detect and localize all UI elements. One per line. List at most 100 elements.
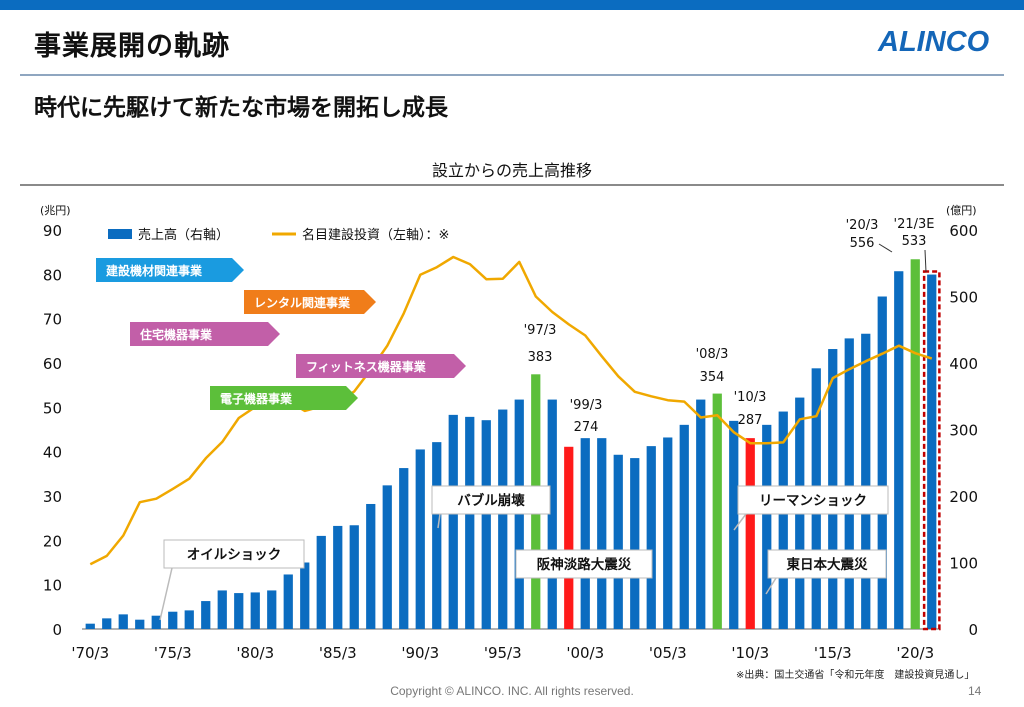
era-arrow [130,322,280,346]
sales-bar [745,438,755,629]
sales-bar [118,614,128,629]
event-callout-box [163,539,305,569]
left-tick-label: 10 [43,577,62,595]
left-tick-label: 80 [43,266,62,284]
chart-title: 設立からの売上高推移 [432,161,592,180]
callout-leader [878,243,893,253]
event-callout-box [737,485,889,515]
left-tick-label: 60 [43,355,62,373]
era-label: 電子機器事業 [220,391,293,406]
x-tick-label: '20/3 [896,644,934,662]
sales-bar [102,618,112,629]
value-callout-value: 274 [574,420,599,435]
sales-bar [762,424,772,629]
sales-bar [630,458,640,629]
x-tick-label: '05/3 [649,644,687,662]
sales-bar [465,416,475,629]
value-callout-value: 383 [528,350,553,365]
event-callout-box [515,549,653,579]
event-callout-label: 東日本大震災 [787,556,868,573]
value-callout-period: '21/3E [894,217,935,232]
event-callout-leader [765,577,777,595]
x-tick-label: '00/3 [566,644,604,662]
value-callout-period: '10/3 [734,390,767,405]
chart-text-layer: 設立からの売上高推移 0 10 20 30 40 50 60 70 80 90 (兆円) 0 100 200… [40,161,978,662]
era-label: 住宅機器事業 [140,327,213,342]
right-tick-label: 500 [949,289,978,307]
left-tick-label: 0 [52,621,62,639]
sales-bar [894,271,904,629]
page-title: 事業展開の軌跡 [34,31,230,62]
event-callout-label: 阪神淡路大震災 [537,556,632,573]
sales-bar [679,424,689,629]
estimate-box [922,270,941,631]
sales-bar [448,414,458,629]
left-tick-label: 50 [43,399,62,417]
callout-leader [924,249,927,273]
alinco-logo: ALINCO [878,26,990,58]
sales-bar [382,485,392,629]
sales-bar [778,411,788,629]
sales-bar [547,399,557,629]
source-note: ※出典：国土交通省「令和元年度 建設投資見通し」 [736,670,975,681]
value-callout-period: '97/3 [524,323,557,338]
value-callout-value: 354 [700,370,725,385]
line-series [89,255,933,566]
x-tick-label: '85/3 [319,644,357,662]
sales-bar [151,615,161,629]
x-tick-label: '75/3 [154,644,192,662]
sales-bar [646,446,656,629]
right-tick-label: 100 [949,555,978,573]
right-tick-label: 200 [949,488,978,506]
sales-bar [333,525,343,629]
legend-bar-label: 売上高（右軸） [138,227,229,243]
value-callout-period: '20/3 [846,218,879,233]
sales-bar [168,611,178,629]
sales-bar [844,338,854,629]
right-tick-label: 300 [949,422,978,440]
legend-line-label: 名目建設投資（左軸）：※ [302,227,449,243]
sales-bar [349,525,359,629]
value-callout-value: 556 [850,236,875,251]
top-accent-bar [0,0,1024,10]
value-callout-period: '99/3 [570,398,603,413]
sales-bar [481,420,491,629]
value-callout-value: 287 [738,413,763,428]
sales-bar [267,590,277,629]
construction-investment-line [89,255,933,566]
era-arrow [244,290,376,314]
sales-bar [250,592,260,629]
header-divider [20,74,1004,76]
era-arrow [296,354,466,378]
sales-bar [927,274,937,629]
sales-bar [217,590,227,629]
copyright-text: Copyright © ALINCO. INC. All rights rese… [390,684,634,698]
left-tick-label: 40 [43,444,62,462]
event-callout-label: リーマンショック [759,493,867,509]
left-axis-unit: (兆円) [40,204,71,217]
sales-bar [316,535,326,629]
sales-bar [85,623,95,629]
sales-bar [399,468,409,629]
event-callout-label: バブル崩壊 [457,492,525,509]
era-label: レンタル関連事業 [254,295,351,310]
left-tick-label: 90 [43,222,62,240]
sales-bar [663,437,673,629]
left-tick-label: 70 [43,311,62,329]
sales-bar [877,296,887,629]
sales-bar [712,393,722,629]
sales-bar [283,574,293,629]
page-number: 14 [968,684,982,698]
right-tick-label: 400 [949,355,978,373]
sales-bar [729,420,739,629]
page-subtitle: 時代に先駆けて新たな市場を開拓し成長 [34,95,448,121]
sales-bar [432,442,442,629]
era-label: 建設機材関連事業 [105,263,203,278]
legend-bar-swatch [108,229,132,239]
event-callout-leader [159,567,173,621]
annotation-layer: 建設機材関連事業レンタル関連事業住宅機器事業フィットネス機器事業電子機器事業オイ… [96,217,935,621]
value-callout-value: 533 [902,234,927,249]
sales-bar [234,593,244,629]
left-tick-label: 20 [43,532,62,550]
